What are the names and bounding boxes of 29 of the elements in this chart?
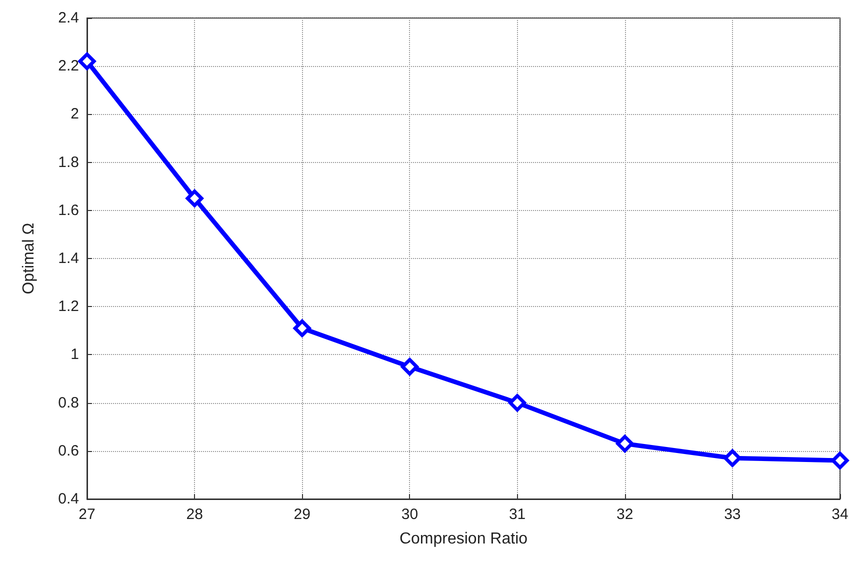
x-tick-label: 27 [78, 506, 96, 523]
x-tick-label: 31 [508, 506, 526, 523]
y-tick-label: 1 [70, 346, 79, 364]
point [293, 319, 311, 337]
y-tick-label: 1.6 [58, 202, 79, 219]
point [616, 434, 634, 452]
y-tick-label: 1.2 [58, 298, 79, 316]
y-tick-label: 1.4 [58, 250, 79, 267]
y-tick-label: 2.2 [58, 58, 79, 75]
y-tick-label: 2.4 [58, 10, 79, 26]
x-tick-label: 34 [832, 506, 848, 523]
point [508, 394, 526, 412]
x-tick-label: 32 [616, 506, 634, 523]
point [400, 358, 418, 376]
point [831, 452, 849, 470]
y-tick-label: 0.8 [58, 394, 79, 412]
y-tick-label: 0.4 [58, 490, 79, 508]
point [78, 52, 96, 70]
point [724, 449, 742, 467]
x-tick-label: 28 [186, 506, 203, 523]
y-tick-label: 1.8 [58, 154, 79, 171]
y-axis-title: Optimal Ω [20, 222, 38, 294]
point [186, 190, 204, 208]
x-tick-label: 33 [724, 506, 741, 523]
x-tick-label: 30 [401, 506, 418, 523]
y-tick-label: 0.6 [58, 442, 79, 460]
x-tick-label: 29 [294, 506, 310, 523]
y-tick-label: 2 [70, 106, 79, 123]
x-axis-title: Compresion Ratio [399, 530, 528, 548]
